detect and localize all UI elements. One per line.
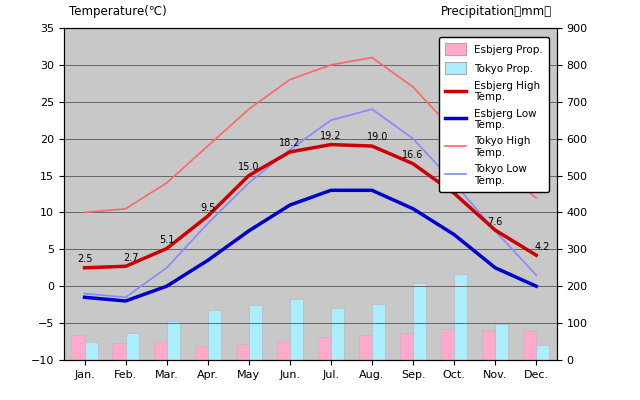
Text: 2.7: 2.7 — [124, 253, 139, 263]
Bar — [523, 331, 536, 360]
Bar — [359, 335, 372, 360]
Text: 16.6: 16.6 — [403, 150, 424, 160]
Bar — [331, 308, 344, 360]
Text: 18.2: 18.2 — [279, 138, 301, 148]
Text: Precipitation（mm）: Precipitation（mm） — [441, 5, 552, 18]
Bar — [276, 341, 290, 360]
Text: 2.5: 2.5 — [77, 254, 92, 264]
Bar — [441, 329, 454, 360]
Bar — [372, 304, 385, 360]
Bar — [495, 324, 508, 360]
Bar — [236, 344, 249, 360]
Bar — [454, 274, 467, 360]
Bar — [413, 283, 426, 360]
Text: Temperature(℃): Temperature(℃) — [69, 5, 166, 18]
Text: 5.1: 5.1 — [159, 235, 174, 245]
Bar — [290, 299, 303, 360]
Bar — [249, 305, 262, 360]
Bar — [400, 333, 413, 360]
Text: 19.2: 19.2 — [320, 131, 342, 141]
Bar — [208, 310, 221, 360]
Text: 19.0: 19.0 — [367, 132, 388, 142]
Bar — [84, 342, 98, 360]
Bar — [482, 330, 495, 360]
Bar — [125, 333, 139, 360]
Bar — [536, 345, 549, 360]
Bar — [154, 341, 166, 360]
Text: 4.2: 4.2 — [534, 242, 550, 252]
Text: 9.5: 9.5 — [200, 202, 216, 212]
Bar — [72, 335, 84, 360]
Legend: Esbjerg Prop., Tokyo Prop., Esbjerg High
Temp., Esbjerg Low
Temp., Tokyo High
Te: Esbjerg Prop., Tokyo Prop., Esbjerg High… — [438, 36, 549, 192]
Text: 15.0: 15.0 — [238, 162, 260, 172]
Text: 12.6: 12.6 — [444, 180, 465, 190]
Bar — [318, 337, 331, 360]
Bar — [195, 346, 208, 360]
Text: 7.6: 7.6 — [488, 216, 503, 226]
Bar — [113, 343, 125, 360]
Bar — [166, 320, 180, 360]
